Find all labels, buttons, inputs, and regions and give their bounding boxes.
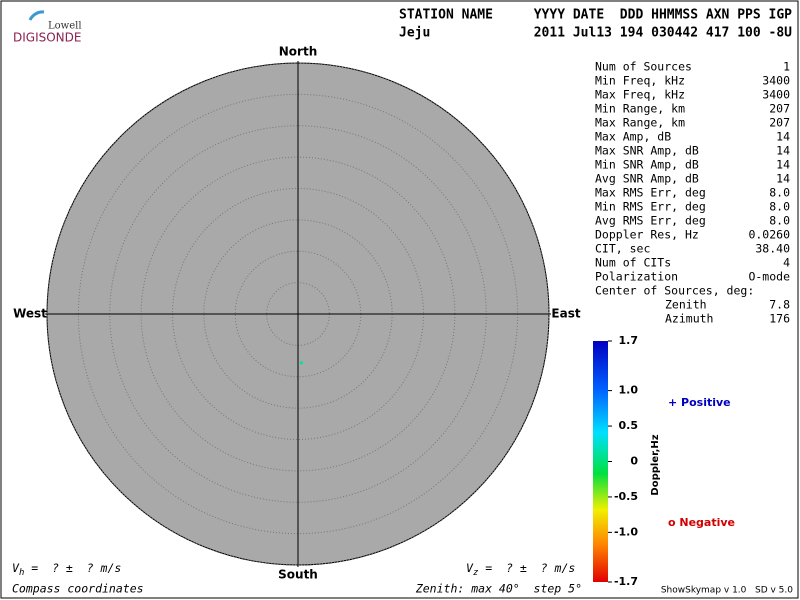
stat-label: Num of CITs (595, 256, 671, 270)
stat-label: Min SNR Amp, dB (595, 158, 699, 172)
center-label: Zenith (665, 298, 707, 312)
colorbar-tick-label: -1.7 (614, 575, 638, 588)
coords: Compass coordinates (12, 582, 144, 596)
south-label: South (278, 568, 318, 582)
stat-value: O-mode (748, 270, 790, 284)
stat-label: Max Freq, kHz (595, 88, 685, 102)
colorbar-tick-label: 1.7 (619, 334, 639, 347)
colorbar-tick-label: 1.0 (619, 384, 639, 397)
stat-label: Min RMS Err, deg (595, 200, 706, 214)
stat-value: 8.0 (769, 186, 790, 200)
stat-value: 3400 (762, 74, 790, 88)
logo-bottom: DIGISONDE (13, 31, 81, 45)
north-label: North (279, 45, 317, 59)
stat-label: Min Freq, kHz (595, 74, 685, 88)
vz-sub: z (473, 568, 478, 578)
vh-sub: h (19, 568, 24, 578)
stat-label: Center of Sources, deg: (595, 284, 754, 298)
colorbar-tick-label: -0.5 (614, 490, 638, 503)
colorbar (593, 341, 608, 582)
station-label: STATION NAME (399, 8, 493, 23)
stat-label: Avg SNR Amp, dB (595, 172, 699, 186)
stat-value: 4 (783, 256, 790, 270)
colorbar-tick-label: 0 (630, 455, 638, 468)
source-point (299, 361, 304, 365)
west-label: West (13, 307, 47, 321)
stat-value: 8.0 (769, 200, 790, 214)
colorbar-tick-label: -1.0 (614, 525, 638, 538)
stat-value: 207 (769, 102, 790, 116)
vz-symbol: V (466, 561, 474, 575)
stat-value: 3400 (762, 88, 790, 102)
colorbar-label: Doppler,Hz (650, 434, 661, 495)
stat-label: Num of Sources (595, 60, 692, 74)
version: ShowSkymap v 1.0 SD v 5.0 (661, 586, 793, 596)
stat-label: Max RMS Err, deg (595, 186, 706, 200)
logo-swoosh (28, 10, 45, 21)
station: Jeju (399, 26, 430, 41)
legend-negative: o Negative (668, 516, 735, 529)
stat-label: Min Range, km (595, 102, 685, 116)
vz-rest: = ? ± ? m/s (478, 561, 575, 575)
stat-value: 0.0260 (748, 228, 790, 242)
fields-label: YYYY DATE DDD HHMMSS AXN PPS IGP (534, 8, 792, 23)
stat-label: Max SNR Amp, dB (595, 144, 699, 158)
stat-value: 14 (776, 144, 790, 158)
legend-positive: + Positive (668, 396, 731, 409)
stat-label: CIT, sec (595, 242, 650, 256)
stat-value: 14 (776, 158, 790, 172)
stat-label: Avg RMS Err, deg (595, 214, 706, 228)
stat-label: Doppler Res, Hz (595, 228, 699, 242)
stat-label: Polarization (595, 270, 678, 284)
stat-value: 14 (776, 130, 790, 144)
vh: Vh = ? ± ? m/s (12, 561, 121, 578)
stat-value: 1 (783, 60, 790, 74)
center-label: Azimuth (665, 312, 713, 326)
fields: 2011 Jul13 194 030442 417 100 -8U (534, 26, 792, 41)
stat-label: Max Range, km (595, 116, 685, 130)
colorbar-tick-label: 0.5 (619, 419, 639, 432)
stat-label: Max Amp, dB (595, 130, 671, 144)
vh-symbol: V (12, 561, 20, 575)
center-value: 176 (769, 312, 790, 326)
stat-value: 38.40 (755, 242, 790, 256)
vh-rest: = ? ± ? m/s (24, 561, 121, 575)
stat-value: 14 (776, 172, 790, 186)
logo-top: Lowell (48, 21, 82, 32)
stat-value: 8.0 (769, 214, 790, 228)
stat-value: 207 (769, 116, 790, 130)
east-label: East (551, 307, 580, 321)
zenith-note: Zenith: max 40° step 5° (415, 582, 582, 596)
center-value: 7.8 (769, 298, 790, 312)
vz: Vz = ? ± ? m/s (466, 561, 575, 578)
